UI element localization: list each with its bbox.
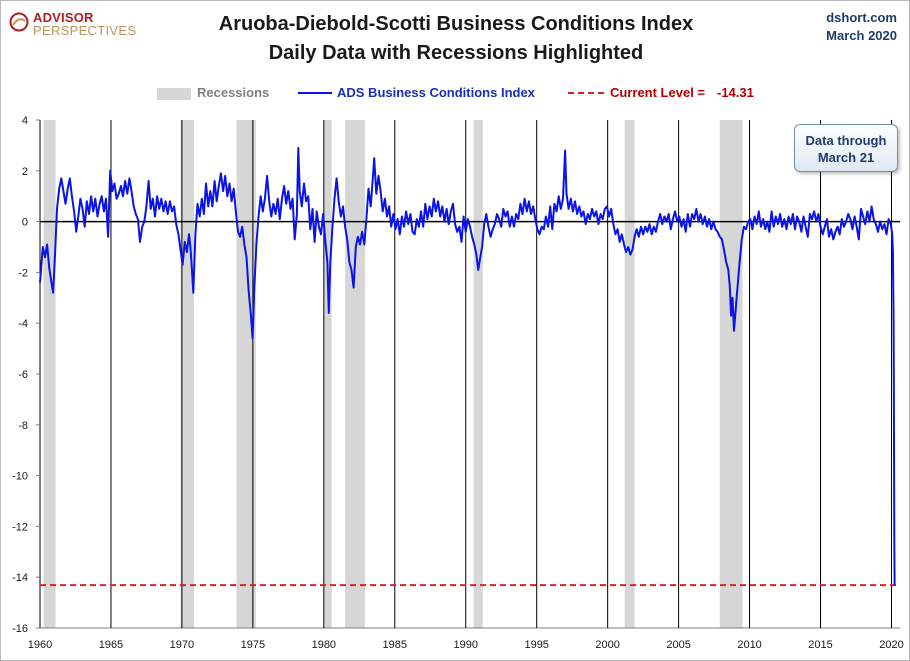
y-tick-label--10: -10	[12, 471, 28, 483]
chart-title: Aruoba-Diebold-Scotti Business Condition…	[218, 13, 694, 35]
recession-bands	[43, 120, 743, 628]
x-tick-label-1965: 1965	[99, 639, 123, 651]
annotation-line2: March 21	[817, 150, 875, 165]
chart-legend: Recessions ADS Business Conditions Index…	[1, 83, 910, 103]
logo-text-advisor: ADVISOR	[33, 10, 94, 25]
legend-current-value: -14.31	[717, 85, 754, 100]
x-tick-label-1980: 1980	[312, 639, 336, 651]
legend-series-swatch	[298, 92, 332, 94]
logo-swirl-icon	[9, 12, 29, 32]
recession-band-2	[236, 120, 256, 628]
advisor-perspectives-logo: ADVISOR PERSPECTIVES	[9, 9, 139, 39]
x-tick-label-2010: 2010	[737, 639, 761, 651]
data-through-annotation: Data through March 21	[794, 124, 898, 172]
x-tick-label-1990: 1990	[454, 639, 478, 651]
recession-band-7	[719, 120, 743, 628]
recession-band-5	[473, 120, 483, 628]
legend-current-label: Current Level =	[610, 85, 706, 100]
x-tick-label-2020: 2020	[879, 639, 903, 651]
x-tick-label-1970: 1970	[170, 639, 194, 651]
y-axis-ticks: 4 2 0 -2 -4 -6 -8 -10 -12 -14 -16	[12, 115, 40, 635]
x-tick-label-2015: 2015	[808, 639, 832, 651]
annotation-line1: Data through	[805, 133, 887, 148]
x-tick-label-1975: 1975	[241, 639, 265, 651]
recession-band-1	[180, 120, 194, 628]
x-tick-label-2000: 2000	[595, 639, 619, 651]
x-tick-label-2005: 2005	[666, 639, 690, 651]
legend-current-swatch	[568, 92, 606, 94]
y-tick-label--4: -4	[18, 318, 28, 330]
logo-text-perspectives: PERSPECTIVES	[33, 23, 137, 38]
source-label: dshort.com	[826, 10, 897, 25]
recession-band-0	[43, 120, 56, 628]
y-tick-label-4: 4	[22, 115, 28, 127]
x-axis-ticks: 1960 1965 1970 1975 1980 1985 1990 1995 2000 2005…	[28, 120, 904, 651]
y-tick-label--16: -16	[12, 623, 28, 635]
recession-band-6	[624, 120, 635, 628]
legend-recession-label: Recessions	[197, 85, 270, 100]
y-tick-label-2: 2	[22, 166, 28, 178]
y-tick-label--6: -6	[18, 369, 28, 381]
legend-recession-swatch	[157, 88, 191, 100]
y-tick-label--12: -12	[12, 521, 28, 533]
chart-subtitle: Daily Data with Recessions Highlighted	[268, 42, 644, 64]
x-tick-label-1960: 1960	[28, 639, 52, 651]
chart-axes	[39, 120, 900, 629]
date-label: March 2020	[826, 28, 897, 43]
y-tick-label--2: -2	[18, 267, 28, 279]
y-tick-label--8: -8	[18, 420, 28, 432]
recession-band-4	[345, 120, 365, 628]
x-tick-label-1985: 1985	[383, 639, 407, 651]
recession-band-3	[323, 120, 332, 628]
series-line-ads-index	[39, 146, 896, 586]
legend-series-label: ADS Business Conditions Index	[337, 85, 535, 100]
x-tick-label-1995: 1995	[524, 639, 548, 651]
y-tick-label-0: 0	[22, 217, 28, 229]
y-tick-label--14: -14	[12, 572, 28, 584]
